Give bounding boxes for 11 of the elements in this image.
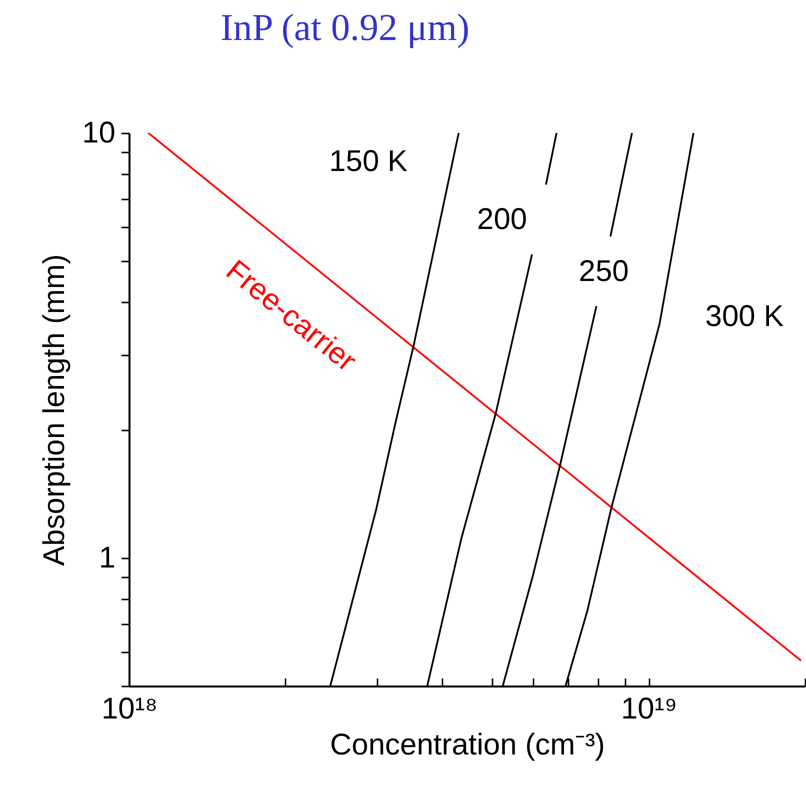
y-axis-title: Absorption length (mm) <box>38 254 72 566</box>
series-label: 300 K <box>705 300 784 333</box>
y-tick-label: 1 <box>98 542 116 575</box>
series-label: 200 <box>477 203 528 236</box>
series-label: 250 <box>578 255 629 288</box>
chart-title: InP (at 0.92 μm) <box>220 7 470 49</box>
y-tick-label: 10 <box>82 116 116 150</box>
x-tick-label: 10¹⁹ <box>620 692 678 726</box>
x-axis-title: Concentration (cm⁻³) <box>330 728 606 762</box>
x-tick-label: 10¹⁸ <box>101 692 158 726</box>
series-label: 150 K <box>329 145 408 178</box>
